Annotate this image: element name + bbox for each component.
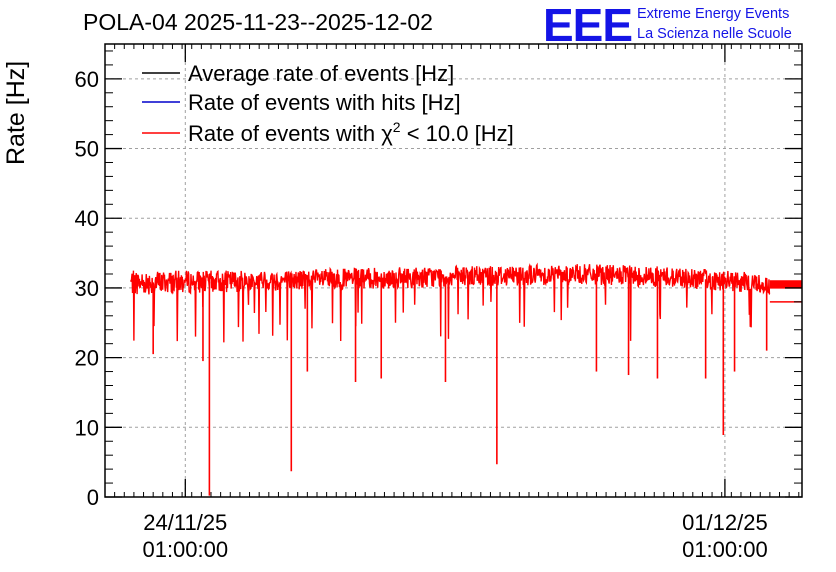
y-tick-label: 60 xyxy=(75,67,99,92)
legend: Average rate of events [Hz] Rate of event… xyxy=(142,61,514,146)
x-tick-label-time: 01:00:00 xyxy=(142,537,228,562)
grid xyxy=(105,44,802,497)
logo-caption: Extreme Energy Events La Scienza nelle S… xyxy=(637,4,792,44)
legend-entry: Average rate of events [Hz] xyxy=(188,61,454,86)
eee-logo: EEE xyxy=(543,0,633,51)
logo-caption-line1: Extreme Energy Events xyxy=(637,6,790,22)
chart-title: POLA-04 2025-11-23--2025-12-02 xyxy=(83,9,433,35)
y-tick-label: 50 xyxy=(75,137,99,162)
y-tick-label: 30 xyxy=(75,276,99,301)
series-layer xyxy=(130,262,802,496)
logo-caption-line2: La Scienza nelle Scuole xyxy=(637,26,792,42)
axes: 010203040506024/11/2501:00:0001/12/2501:… xyxy=(75,44,802,562)
legend-entry: Rate of events with hits [Hz] xyxy=(188,90,461,115)
x-tick-label-date: 01/12/25 xyxy=(682,510,768,535)
x-tick-label-date: 24/11/25 xyxy=(143,510,227,535)
plot-frame xyxy=(104,43,803,498)
y-tick-label: 0 xyxy=(87,485,99,510)
y-tick-label: 40 xyxy=(75,206,99,231)
y-tick-label: 10 xyxy=(75,415,99,440)
y-tick-label: 20 xyxy=(75,346,99,371)
series-tail-band xyxy=(769,280,802,288)
x-tick-label-time: 01:00:00 xyxy=(682,537,768,562)
legend-entry: Rate of events with χ2 < 10.0 [Hz] xyxy=(188,119,514,146)
series-trace xyxy=(130,262,771,343)
